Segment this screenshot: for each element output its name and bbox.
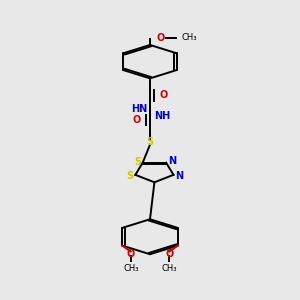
Text: CH₃: CH₃ xyxy=(123,264,139,273)
Text: O: O xyxy=(159,90,167,100)
Text: S: S xyxy=(134,157,141,167)
Text: O: O xyxy=(127,249,135,259)
Text: N: N xyxy=(168,156,176,166)
Text: S: S xyxy=(146,137,154,147)
Text: NH: NH xyxy=(154,111,170,121)
Text: CH₃: CH₃ xyxy=(182,33,197,42)
Text: O: O xyxy=(156,33,164,43)
Text: O: O xyxy=(133,115,141,125)
Text: CH₃: CH₃ xyxy=(161,264,177,273)
Text: N: N xyxy=(175,171,183,181)
Text: HN: HN xyxy=(131,104,147,114)
Text: S: S xyxy=(127,171,134,181)
Text: O: O xyxy=(165,249,173,259)
